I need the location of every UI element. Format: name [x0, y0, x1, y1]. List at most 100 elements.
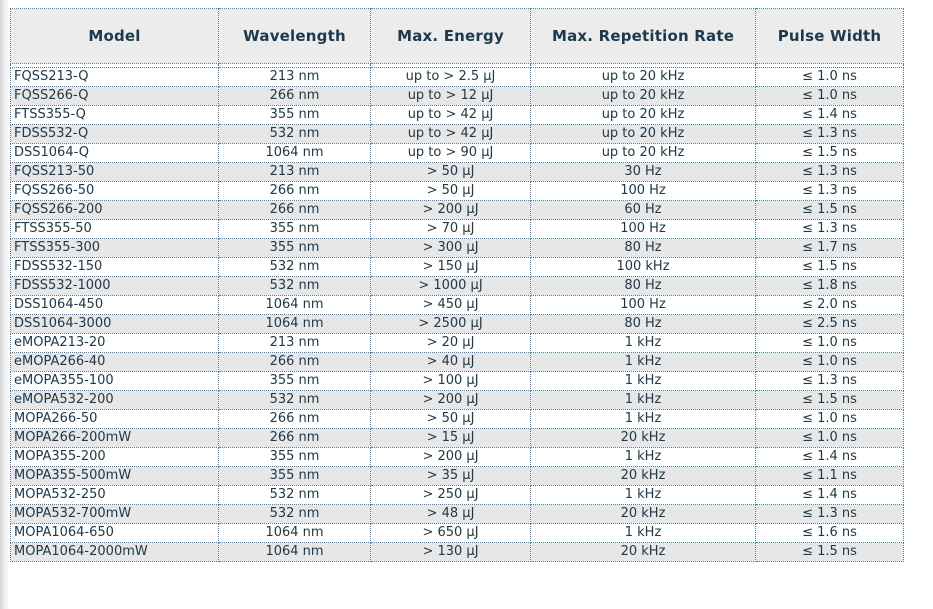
- cell-pulse-width: ≤ 1.3 ns: [755, 124, 904, 144]
- cell-wavelength: 355 nm: [218, 238, 371, 258]
- cell-wavelength: 532 nm: [218, 257, 371, 277]
- cell-max-energy: > 200 µJ: [370, 200, 531, 220]
- cell-max-energy: up to > 90 µJ: [370, 143, 531, 163]
- column-header-max-repetition-rate: Max. Repetition Rate: [530, 8, 756, 64]
- cell-max-repetition-rate: up to 20 kHz: [530, 124, 756, 144]
- cell-max-repetition-rate: 80 Hz: [530, 314, 756, 334]
- cell-max-energy: > 100 µJ: [370, 371, 531, 391]
- cell-pulse-width: ≤ 1.5 ns: [755, 143, 904, 163]
- column-header-max-energy: Max. Energy: [370, 8, 531, 64]
- cell-max-repetition-rate: 20 kHz: [530, 542, 756, 562]
- cell-max-energy: > 150 µJ: [370, 257, 531, 277]
- table-row: eMOPA266-40 266 nm > 40 µJ 1 kHz ≤ 1.0 ns: [10, 352, 904, 372]
- cell-pulse-width: ≤ 1.0 ns: [755, 409, 904, 429]
- cell-max-repetition-rate: up to 20 kHz: [530, 143, 756, 163]
- cell-max-repetition-rate: 20 kHz: [530, 466, 756, 486]
- cell-max-repetition-rate: 20 kHz: [530, 504, 756, 524]
- cell-wavelength: 1064 nm: [218, 143, 371, 163]
- cell-max-repetition-rate: 1 kHz: [530, 390, 756, 410]
- table-row: FTSS355-50 355 nm > 70 µJ 100 Hz ≤ 1.3 ns: [10, 219, 904, 239]
- table-row: FQSS266-200 266 nm > 200 µJ 60 Hz ≤ 1.5 ns: [10, 200, 904, 220]
- cell-model: FQSS213-50: [10, 162, 219, 182]
- cell-pulse-width: ≤ 1.5 ns: [755, 200, 904, 220]
- table-row: FQSS213-Q 213 nm up to > 2.5 µJ up to 20 kH…: [10, 67, 904, 87]
- cell-max-energy: > 130 µJ: [370, 542, 531, 562]
- cell-max-energy: > 650 µJ: [370, 523, 531, 543]
- table-row: MOPA355-200 355 nm > 200 µJ 1 kHz ≤ 1.4 ns: [10, 447, 904, 467]
- cell-model: MOPA1064-2000mW: [10, 542, 219, 562]
- cell-wavelength: 213 nm: [218, 333, 371, 353]
- cell-model: MOPA355-500mW: [10, 466, 219, 486]
- cell-pulse-width: ≤ 1.0 ns: [755, 352, 904, 372]
- cell-wavelength: 1064 nm: [218, 314, 371, 334]
- cell-wavelength: 213 nm: [218, 162, 371, 182]
- column-header-wavelength: Wavelength: [218, 8, 371, 64]
- table-row: eMOPA213-20 213 nm > 20 µJ 1 kHz ≤ 1.0 ns: [10, 333, 904, 353]
- cell-wavelength: 266 nm: [218, 428, 371, 448]
- cell-pulse-width: ≤ 1.7 ns: [755, 238, 904, 258]
- cell-model: DSS1064-Q: [10, 143, 219, 163]
- cell-max-energy: > 15 µJ: [370, 428, 531, 448]
- cell-wavelength: 355 nm: [218, 219, 371, 239]
- cell-model: FQSS213-Q: [10, 67, 219, 87]
- cell-max-energy: up to > 2.5 µJ: [370, 67, 531, 87]
- cell-max-repetition-rate: 30 Hz: [530, 162, 756, 182]
- cell-model: MOPA532-250: [10, 485, 219, 505]
- cell-wavelength: 355 nm: [218, 105, 371, 125]
- cell-max-repetition-rate: 100 kHz: [530, 257, 756, 277]
- cell-pulse-width: ≤ 1.5 ns: [755, 257, 904, 277]
- cell-max-energy: > 200 µJ: [370, 390, 531, 410]
- table-row: MOPA355-500mW 355 nm > 35 µJ 20 kHz ≤ 1.1 ns: [10, 466, 904, 486]
- cell-max-repetition-rate: 1 kHz: [530, 352, 756, 372]
- cell-pulse-width: ≤ 1.5 ns: [755, 390, 904, 410]
- cell-max-energy: > 50 µJ: [370, 181, 531, 201]
- cell-max-repetition-rate: 80 Hz: [530, 238, 756, 258]
- cell-model: FTSS355-300: [10, 238, 219, 258]
- cell-max-energy: > 70 µJ: [370, 219, 531, 239]
- cell-max-repetition-rate: up to 20 kHz: [530, 105, 756, 125]
- table-header: Model Wavelength Max. Energy Max. Repeti…: [10, 8, 904, 68]
- cell-model: eMOPA213-20: [10, 333, 219, 353]
- cell-max-repetition-rate: up to 20 kHz: [530, 86, 756, 106]
- table-row: FQSS266-50 266 nm > 50 µJ 100 Hz ≤ 1.3 ns: [10, 181, 904, 201]
- cell-wavelength: 532 nm: [218, 124, 371, 144]
- cell-pulse-width: ≤ 1.6 ns: [755, 523, 904, 543]
- cell-wavelength: 355 nm: [218, 466, 371, 486]
- cell-max-energy: > 300 µJ: [370, 238, 531, 258]
- table-row: FDSS532-1000 532 nm > 1000 µJ 80 Hz ≤ 1.8 ns: [10, 276, 904, 296]
- cell-max-repetition-rate: 20 kHz: [530, 428, 756, 448]
- cell-pulse-width: ≤ 1.1 ns: [755, 466, 904, 486]
- cell-max-energy: up to > 42 µJ: [370, 105, 531, 125]
- page-edge-gradient: [0, 0, 10, 609]
- cell-model: MOPA532-700mW: [10, 504, 219, 524]
- cell-max-repetition-rate: 100 Hz: [530, 219, 756, 239]
- table-row: FTSS355-Q 355 nm up to > 42 µJ up to 20 kHz…: [10, 105, 904, 125]
- table-row: MOPA1064-650 1064 nm > 650 µJ 1 kHz ≤ 1.6 ns: [10, 523, 904, 543]
- cell-max-repetition-rate: 100 Hz: [530, 295, 756, 315]
- cell-max-energy: > 35 µJ: [370, 466, 531, 486]
- cell-model: FDSS532-Q: [10, 124, 219, 144]
- cell-pulse-width: ≤ 1.3 ns: [755, 162, 904, 182]
- table-row: MOPA532-250 532 nm > 250 µJ 1 kHz ≤ 1.4 ns: [10, 485, 904, 505]
- cell-pulse-width: ≤ 1.3 ns: [755, 219, 904, 239]
- table-row: FDSS532-Q 532 nm up to > 42 µJ up to 20 kHz…: [10, 124, 904, 144]
- cell-max-energy: > 48 µJ: [370, 504, 531, 524]
- cell-model: FTSS355-Q: [10, 105, 219, 125]
- table-row: DSS1064-3000 1064 nm > 2500 µJ 80 Hz ≤ 2.5 n…: [10, 314, 904, 334]
- cell-max-energy: > 40 µJ: [370, 352, 531, 372]
- cell-model: eMOPA266-40: [10, 352, 219, 372]
- cell-model: FDSS532-150: [10, 257, 219, 277]
- cell-pulse-width: ≤ 2.0 ns: [755, 295, 904, 315]
- cell-model: DSS1064-3000: [10, 314, 219, 334]
- cell-pulse-width: ≤ 1.8 ns: [755, 276, 904, 296]
- column-header-model: Model: [10, 8, 219, 64]
- cell-pulse-width: ≤ 1.5 ns: [755, 542, 904, 562]
- cell-wavelength: 266 nm: [218, 181, 371, 201]
- cell-model: FTSS355-50: [10, 219, 219, 239]
- table-row: FQSS213-50 213 nm > 50 µJ 30 Hz ≤ 1.3 ns: [10, 162, 904, 182]
- cell-pulse-width: ≤ 1.0 ns: [755, 428, 904, 448]
- cell-pulse-width: ≤ 2.5 ns: [755, 314, 904, 334]
- cell-wavelength: 355 nm: [218, 371, 371, 391]
- cell-pulse-width: ≤ 1.4 ns: [755, 105, 904, 125]
- cell-model: eMOPA355-100: [10, 371, 219, 391]
